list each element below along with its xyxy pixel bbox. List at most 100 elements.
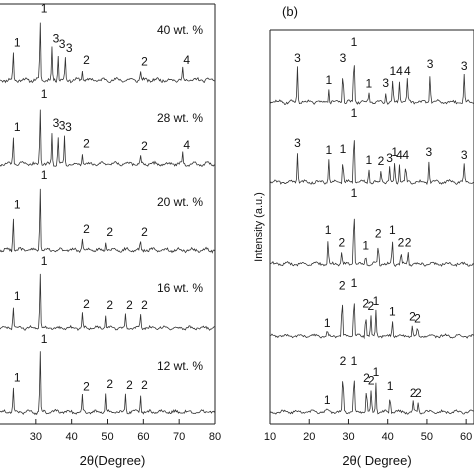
x-axis-label: 2θ( Degree) — [342, 453, 411, 468]
peak-label: 1 — [41, 1, 48, 15]
xrd-line — [269, 65, 474, 105]
series-label: 40 wt. % — [157, 23, 203, 37]
peak-label: 2 — [375, 226, 382, 240]
x-tick-label: 40 — [382, 431, 394, 443]
peak-label: 1 — [41, 332, 48, 346]
peak-label: 3 — [53, 31, 60, 45]
peak-label: 2 — [106, 298, 113, 312]
peak-label: 2 — [415, 386, 422, 400]
xrd-line — [269, 140, 474, 186]
peak-label: 1 — [351, 186, 358, 200]
peak-label: 1 — [387, 379, 394, 393]
peak-label: 2 — [338, 236, 345, 250]
peak-label: 1 — [362, 239, 369, 253]
peak-label: 2 — [398, 236, 405, 250]
peak-label: 1 — [389, 223, 396, 237]
peak-label: 2 — [83, 222, 90, 236]
peak-label: 3 — [427, 57, 434, 71]
peak-label: 1 — [14, 198, 21, 212]
peak-label: 3 — [386, 151, 393, 165]
peak-label: 1 — [14, 35, 21, 49]
peak-label: 1 — [326, 143, 333, 157]
xrd-line — [269, 380, 474, 415]
peak-label: 3 — [382, 76, 389, 90]
peak-label: 4 — [404, 64, 411, 78]
x-tick-label: 60 — [137, 431, 149, 443]
peak-label: 4 — [396, 64, 403, 78]
xrd-line — [0, 109, 216, 167]
x-tick-label: 40 — [66, 431, 78, 443]
peak-label: 2 — [339, 278, 346, 292]
series-label: 16 wt. % — [157, 281, 203, 295]
peak-label: 2 — [409, 310, 416, 324]
peak-label: 3 — [59, 37, 66, 51]
x-tick-label: 30 — [30, 431, 42, 443]
series-label: 28 wt. % — [157, 111, 203, 125]
xrd-line — [269, 218, 474, 268]
peak-label: 2 — [126, 298, 133, 312]
peak-label: 1 — [389, 304, 396, 318]
xrd-line — [0, 351, 216, 416]
peak-label: 1 — [41, 87, 48, 101]
peak-label: 3 — [294, 51, 301, 65]
x-tick-label: 20 — [303, 431, 315, 443]
series-label: 12 wt. % — [157, 359, 203, 373]
x-tick-label: 60 — [460, 431, 472, 443]
peak-label: 1 — [326, 73, 333, 87]
xrd-line — [0, 188, 216, 254]
xrd-line — [0, 273, 216, 331]
peak-label: 3 — [65, 120, 72, 134]
peak-label: 2 — [83, 53, 90, 67]
peak-label: 4 — [183, 53, 190, 67]
peak-label: 2 — [141, 298, 148, 312]
peak-label: 4 — [402, 148, 409, 162]
series-label: 20 wt. % — [157, 195, 203, 209]
peak-label: 1 — [389, 64, 396, 78]
x-tick-label: 50 — [101, 431, 113, 443]
peak-label: 1 — [351, 276, 358, 290]
peak-label: 3 — [53, 116, 60, 130]
peak-label: 3 — [461, 59, 468, 73]
peak-label: 2 — [141, 225, 148, 239]
peak-label: 2 — [410, 386, 417, 400]
peak-label: 1 — [351, 106, 358, 120]
peak-label: 2 — [363, 371, 370, 385]
peak-label: 1 — [14, 120, 21, 134]
peak-label: 2 — [141, 139, 148, 153]
peak-label: 2 — [362, 297, 369, 311]
peak-label: 1 — [366, 76, 373, 90]
peak-label: 2 — [83, 379, 90, 393]
peak-label: 2 — [106, 225, 113, 239]
xrd-line — [269, 303, 474, 340]
y-axis-label: Intensity (a.u.) — [253, 192, 265, 262]
xrd-pattern: 113 3 32 2 440 wt. % — [0, 1, 216, 84]
peak-label: 2 — [106, 377, 113, 391]
peak-label: 3 — [426, 145, 433, 159]
xrd-line — [0, 22, 216, 84]
xrd-pattern: 1 1 2 2 2 20 wt. % — [0, 168, 216, 254]
peak-label: 1 — [391, 145, 398, 159]
x-axis-label: 2θ(Degree) — [80, 453, 146, 468]
x-tick-label: 80 — [209, 431, 221, 443]
panel-b-xrd-chart: 10 20 30 40 50 60 2θ( Degree) Intensity (a.u.) (… — [253, 4, 474, 468]
peak-label: 4 — [396, 148, 403, 162]
peak-label: 1 — [351, 354, 358, 368]
peak-label: 3 — [66, 41, 73, 55]
peak-label: 2 — [378, 154, 385, 168]
peak-label: 3 — [59, 119, 66, 133]
x-tick-label: 30 — [342, 431, 354, 443]
x-tick-label: 50 — [421, 431, 433, 443]
peak-label: 1 — [351, 35, 358, 49]
peak-label: 2 — [141, 54, 148, 68]
xrd-pattern: 113 3 32 2 428 wt. % — [0, 87, 216, 167]
peak-label: 3 — [340, 51, 347, 65]
peak-label: 2 — [340, 354, 347, 368]
peak-label: 2 — [83, 297, 90, 311]
xrd-pattern: 112 2 2 212 wt. % — [0, 332, 216, 416]
peak-label: 1 — [325, 223, 332, 237]
